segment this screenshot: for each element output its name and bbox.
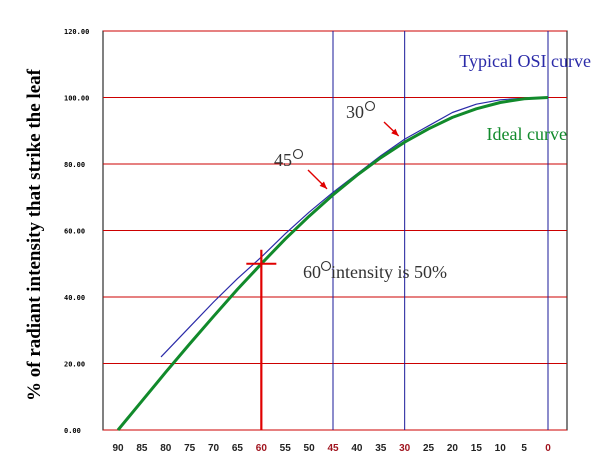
ideal-curve-line <box>116 96 549 431</box>
annotation-60-number: 60 <box>303 262 321 282</box>
x-tick-label-20: 20 <box>447 443 459 454</box>
x-tick-label-30: 30 <box>399 443 411 454</box>
x-tick-label-65: 65 <box>232 443 244 454</box>
y-tick-label-6: 120.00 <box>64 28 89 36</box>
x-tick-label-80: 80 <box>160 443 172 454</box>
x-tick-label-10: 10 <box>495 443 507 454</box>
x-tick-label-0: 0 <box>545 443 551 454</box>
x-tick-label-50: 50 <box>304 443 316 454</box>
x-tick-label-55: 55 <box>280 443 292 454</box>
y-axis-label: % of radiant intensity that strike the l… <box>24 68 45 401</box>
osi-curve-line <box>160 96 549 358</box>
x-tick-label-15: 15 <box>471 443 483 454</box>
y-tick-label-4: 80.00 <box>64 161 85 169</box>
annotation-30-arrow-head <box>391 128 399 137</box>
annotation-45-degree: 45 <box>274 150 292 170</box>
annotation-60-degree-symbol <box>320 260 332 272</box>
x-tick-label-60: 60 <box>256 443 268 454</box>
y-tick-label-0: 0.00 <box>64 427 81 435</box>
legend: Typical OSI curve Ideal curve <box>459 51 591 144</box>
x-tick-label-35: 35 <box>375 443 387 454</box>
x-tick-label-85: 85 <box>136 443 148 454</box>
annotation-30-degree: 30 <box>346 102 364 122</box>
x-tick-label-25: 25 <box>423 443 435 454</box>
x-tick-label-5: 5 <box>521 443 527 454</box>
y-tick-label-5: 100.00 <box>64 95 89 103</box>
x-tick-labels: 90 85 80 75 70 65 60 55 50 45 40 35 30 25 20 15 10 5 0 <box>112 443 551 454</box>
annotation-60-text: intensity is 50% <box>331 262 447 282</box>
x-tick-label-70: 70 <box>208 443 220 454</box>
x-tick-label-90: 90 <box>112 443 124 454</box>
y-tick-labels: 0.00 20.00 40.00 60.00 80.00 100.00 120.00 <box>64 28 89 435</box>
annotation-45-degree-degree-symbol <box>292 148 304 160</box>
label-typical-osi-curve: Typical OSI curve <box>459 51 591 71</box>
annotations: 30 45 60 intensity is 50% <box>246 100 447 430</box>
y-tick-label-1: 20.00 <box>64 361 85 369</box>
annotation-45-arrow-head <box>319 181 327 189</box>
x-tick-label-40: 40 <box>351 443 363 454</box>
y-tick-label-2: 40.00 <box>64 294 85 302</box>
x-tick-label-75: 75 <box>184 443 196 454</box>
y-tick-label-3: 60.00 <box>64 228 85 236</box>
label-ideal-curve: Ideal curve <box>487 124 567 144</box>
series-lines <box>116 96 549 431</box>
x-tick-label-45: 45 <box>327 443 339 454</box>
annotation-30-degree-degree-symbol <box>364 100 376 112</box>
